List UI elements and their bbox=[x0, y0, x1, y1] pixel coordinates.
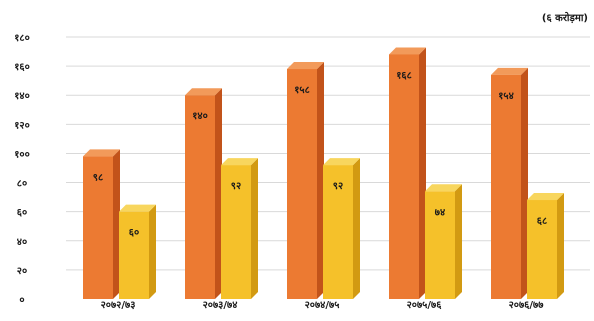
bar-side bbox=[149, 204, 156, 299]
bar-front bbox=[221, 165, 251, 299]
data-label: ९८ bbox=[93, 172, 103, 183]
bar bbox=[491, 67, 528, 299]
bars: ९८ ६० १४० ९२ १५८ ९२ १६८ ७४ १५४ ६८ bbox=[83, 47, 564, 300]
bar-side bbox=[317, 62, 324, 300]
y-tick-label: १८० bbox=[14, 33, 30, 44]
bar-front bbox=[83, 156, 113, 299]
bar bbox=[185, 88, 222, 299]
bar-front bbox=[389, 54, 419, 299]
bar-top bbox=[389, 47, 426, 55]
data-label: ६८ bbox=[537, 216, 547, 227]
bar-top bbox=[425, 184, 462, 192]
bar-side bbox=[557, 193, 564, 299]
x-tick-label: २०७३/७४ bbox=[203, 300, 238, 311]
y-tick-label: १०० bbox=[14, 149, 30, 160]
bar-top bbox=[119, 204, 156, 212]
unit-label: (६ करोड़मा) bbox=[542, 11, 588, 24]
x-tick-label: २०७६/७७ bbox=[509, 300, 545, 311]
bar bbox=[83, 149, 120, 299]
bar bbox=[119, 204, 156, 299]
y-tick-label: ४० bbox=[17, 237, 27, 248]
y-axis: ० २० ४० ६० ८० १०० १२० १४० १६० १८० bbox=[14, 33, 30, 306]
bar-top bbox=[527, 193, 564, 201]
bar-front bbox=[119, 211, 149, 299]
bar-front bbox=[185, 95, 215, 299]
bar-top bbox=[83, 149, 120, 157]
bar bbox=[425, 184, 462, 299]
x-tick-label: २०७४/७५ bbox=[305, 300, 340, 311]
y-tick-label: ६० bbox=[17, 208, 27, 219]
bar bbox=[389, 47, 426, 299]
y-tick-label: ८० bbox=[17, 179, 27, 190]
data-label: १४० bbox=[192, 111, 208, 122]
data-label: ९२ bbox=[231, 181, 241, 192]
data-label: ९२ bbox=[333, 181, 343, 192]
bar-top bbox=[221, 158, 258, 166]
x-tick-label: २०७५/७६ bbox=[407, 300, 443, 311]
bar-side bbox=[419, 47, 426, 299]
bar-side bbox=[521, 67, 528, 299]
data-label: १६८ bbox=[396, 70, 412, 81]
y-tick-label: १२० bbox=[14, 120, 30, 131]
bar bbox=[527, 193, 564, 299]
bar bbox=[287, 62, 324, 300]
bar-front bbox=[287, 69, 317, 300]
bar-top bbox=[185, 88, 222, 96]
bar-front bbox=[323, 165, 353, 299]
bar-side bbox=[251, 158, 258, 299]
data-label: ७४ bbox=[435, 207, 445, 218]
bar-side bbox=[455, 184, 462, 299]
bar-top bbox=[287, 62, 324, 70]
bar bbox=[323, 158, 360, 299]
y-tick-label: २० bbox=[17, 266, 27, 277]
bar bbox=[221, 158, 258, 299]
x-tick-label: २०७२/७३ bbox=[101, 300, 136, 311]
y-tick-label: ० bbox=[19, 295, 24, 306]
bar-front bbox=[425, 191, 455, 299]
x-axis: २०७२/७३ २०७३/७४ २०७४/७५ २०७५/७६ २०७६/७७ bbox=[101, 300, 545, 311]
bar-front bbox=[527, 200, 557, 299]
bar-top bbox=[491, 67, 528, 75]
data-label: ६० bbox=[129, 228, 139, 239]
bar-side bbox=[215, 88, 222, 299]
bar-top bbox=[323, 158, 360, 166]
data-label: १५८ bbox=[294, 85, 310, 96]
bar-front bbox=[491, 74, 521, 299]
y-tick-label: १६० bbox=[14, 62, 30, 73]
y-tick-label: १४० bbox=[14, 91, 30, 102]
bar-side bbox=[113, 149, 120, 299]
data-label: १५४ bbox=[498, 91, 514, 102]
bar-side bbox=[353, 158, 360, 299]
